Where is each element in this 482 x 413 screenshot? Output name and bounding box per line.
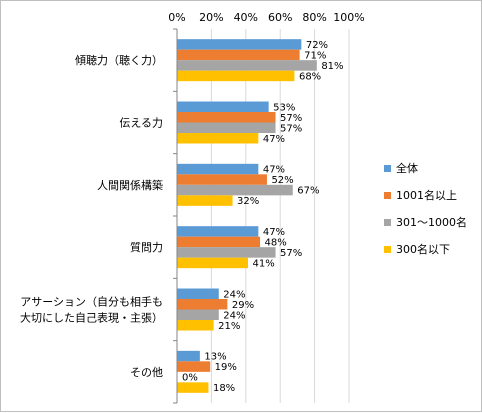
data-label: 71% xyxy=(304,50,326,61)
data-label: 47% xyxy=(263,165,285,176)
category-label: アサーション（自分も相手も xyxy=(20,295,163,309)
data-label: 72% xyxy=(306,40,328,51)
data-labels: 72%71%81%68%53%57%57%47%47%52%67%32%47%4… xyxy=(182,40,344,394)
bar xyxy=(177,70,295,82)
bar xyxy=(177,236,261,248)
legend-label: 301～1000名 xyxy=(396,215,467,229)
data-label: 41% xyxy=(253,258,275,269)
data-label: 57% xyxy=(280,123,302,134)
x-tick-label: 20% xyxy=(199,11,223,24)
bar xyxy=(177,60,317,71)
data-label: 57% xyxy=(280,113,302,124)
data-label: 81% xyxy=(321,61,343,72)
bar xyxy=(177,350,200,362)
data-label: 29% xyxy=(232,300,254,311)
x-tick-label: 100% xyxy=(333,11,364,24)
data-label: 48% xyxy=(265,237,287,248)
category-label: 人間関係構築 xyxy=(97,178,163,192)
bars xyxy=(177,39,317,393)
bar xyxy=(177,382,209,393)
gridlines xyxy=(173,28,350,404)
data-label: 19% xyxy=(215,362,237,373)
bar xyxy=(177,122,276,133)
x-axis-ticks: 0% 20% 40% 60% 80% 100% xyxy=(168,11,364,24)
bar xyxy=(177,112,276,123)
x-tick-label: 80% xyxy=(302,11,326,24)
bar xyxy=(177,309,219,320)
data-label: 47% xyxy=(263,134,285,145)
bar xyxy=(177,163,259,175)
legend-swatch xyxy=(384,246,391,253)
category-label: その他 xyxy=(130,366,163,379)
legend-label: 300名以下 xyxy=(396,242,450,256)
data-label: 47% xyxy=(263,227,285,238)
data-label: 18% xyxy=(213,383,235,394)
data-label: 57% xyxy=(280,248,302,259)
bar xyxy=(177,257,249,269)
legend-label: 1001名以上 xyxy=(396,188,457,202)
data-label: 24% xyxy=(223,289,245,300)
category-label: 大切にした自己表現・主張） xyxy=(20,311,163,325)
legend-swatch xyxy=(384,165,391,172)
bar xyxy=(177,320,214,331)
category-label: 傾聴力（聴く力） xyxy=(75,53,163,67)
bar xyxy=(177,226,259,237)
bar xyxy=(177,184,293,196)
legend-label: 全体 xyxy=(396,161,418,175)
bar xyxy=(177,133,259,144)
bar xyxy=(177,174,267,185)
bar xyxy=(177,299,228,310)
legend-swatch xyxy=(384,219,391,226)
data-label: 13% xyxy=(204,352,226,363)
bar xyxy=(177,247,276,258)
bar xyxy=(177,39,302,50)
data-label: 68% xyxy=(299,71,321,82)
data-label: 21% xyxy=(218,321,240,332)
category-labels: 傾聴力（聴く力） 伝える力人間関係構築質問力アサーション（自分も相手も大切にした自… xyxy=(20,53,163,379)
x-tick-label: 40% xyxy=(234,11,258,24)
x-tick-label: 0% xyxy=(168,11,185,24)
bar xyxy=(177,195,233,206)
data-label: 53% xyxy=(273,102,295,113)
bar xyxy=(177,288,219,299)
bar xyxy=(177,101,269,112)
data-label: 52% xyxy=(271,175,293,186)
data-label: 0% xyxy=(182,373,198,384)
data-label: 32% xyxy=(237,196,259,207)
bar xyxy=(177,361,211,372)
legend-swatch xyxy=(384,192,391,199)
category-label: 伝える力 xyxy=(119,117,163,130)
data-label: 24% xyxy=(223,310,245,321)
x-tick-label: 60% xyxy=(268,11,292,24)
bar xyxy=(177,49,300,61)
category-label: 質問力 xyxy=(130,240,163,254)
legend: 全体 1001名以上 301～1000名 300名以下 xyxy=(384,161,467,256)
data-label: 67% xyxy=(297,186,319,197)
